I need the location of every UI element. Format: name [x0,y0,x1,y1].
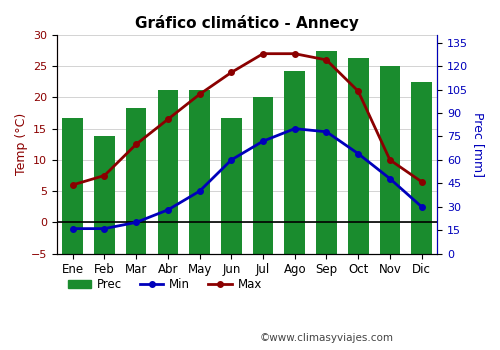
Bar [252,97,274,254]
Bar [94,136,115,254]
Bar [126,108,146,254]
Bar [190,90,210,254]
Bar [316,50,337,254]
Bar [348,58,368,254]
Legend: Prec, Min, Max: Prec, Min, Max [63,273,266,296]
Bar [158,90,178,254]
Title: Gráfico climático - Annecy: Gráfico climático - Annecy [135,15,359,31]
Bar [62,118,83,254]
Y-axis label: Prec [mm]: Prec [mm] [472,112,485,177]
Bar [412,82,432,254]
Y-axis label: Temp (°C): Temp (°C) [15,113,28,175]
Bar [284,71,305,254]
Text: ©www.climasyviajes.com: ©www.climasyviajes.com [260,333,394,343]
Bar [380,66,400,254]
Bar [221,118,242,254]
